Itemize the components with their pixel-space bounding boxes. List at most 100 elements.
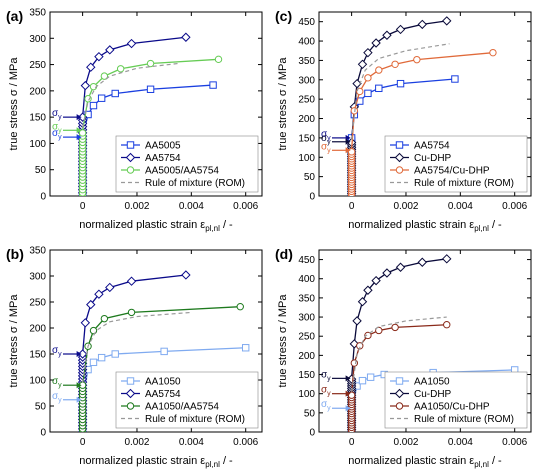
series-line [350,78,455,138]
legend-label: AA5754 [414,141,450,152]
plot-area [77,32,223,196]
y-tick-label: 200 [298,114,315,125]
data-point [89,101,98,110]
legend-label: AA1050/Cu-DHP [414,402,490,413]
y-tick-label: 0 [40,192,46,203]
series-rule-of-mixture-rom [351,43,450,140]
data-point [97,353,106,362]
legend-label: AA1050/AA5754 [145,402,219,413]
data-point [126,38,137,49]
data-point [371,38,381,48]
sigma-y-marker: σy [52,121,82,134]
plot-area [346,16,497,196]
sigma-y-arrow-head [76,382,82,389]
data-point [214,55,223,64]
panel-label: (b) [6,246,24,262]
series-line [351,43,450,140]
series-rule-of-mixture-rom [82,311,192,383]
y-tick-label: 150 [298,370,315,381]
y-tick-label: 300 [298,75,315,86]
y-tick-label: 350 [29,8,46,19]
sigma-y-marker: σy [52,376,82,389]
data-point [364,89,372,98]
series-line [350,52,494,151]
legend-item: AA1050 [390,377,450,388]
data-point [417,19,427,30]
y-tick-label: 250 [29,60,46,71]
plot-area [346,254,519,432]
legend-item: AA5754 [121,388,181,400]
sigma-y-marker: σy [52,108,82,121]
data-point [395,24,406,35]
sigma-y-label: σy [321,385,331,398]
y-tick-label: 0 [309,192,315,203]
x-tick-label: 0.002 [124,437,149,448]
x-tick-label: 0 [80,201,86,212]
y-axis-label: true stress σ / MPa [8,57,20,151]
x-axis-label: normalized plastic strain εpl,nl / - [348,455,502,469]
elastic-marker [78,129,87,137]
data-point [80,318,91,328]
y-tick-label: 250 [298,332,315,343]
data-point [105,45,115,55]
y-tick-label: 400 [298,37,315,48]
legend-swatch-marker [394,388,405,399]
series-line [350,20,447,142]
series-line [82,62,178,128]
sigma-y-marker: σy [321,133,351,146]
legend-swatch-marker [126,402,135,410]
data-point [160,347,168,356]
legend-label: Rule of mixture (ROM) [145,178,245,189]
sigma-y-arrow-head [345,375,351,382]
y-axis-label: true stress σ / MPa [277,294,289,388]
y-tick-label: 300 [29,34,46,45]
data-point [451,75,459,83]
x-tick-label: 0.004 [448,437,473,448]
legend-item: AA1050 [121,377,181,388]
sigma-y-arrow-head [76,114,82,121]
panel-label: (d) [275,246,293,262]
legend-item: Cu-DHP [390,388,452,400]
data-point [127,308,136,317]
data-point [111,89,119,98]
y-tick-label: 150 [29,350,46,361]
y-tick-label: 400 [298,274,315,285]
sigma-y-label: σy [52,128,62,141]
y-tick-label: 150 [29,113,46,124]
y-tick-label: 450 [298,17,315,28]
sigma-y-label: σy [321,399,331,412]
series-aa1050-cu-dhp [347,321,451,432]
sigma-y-arrow-head [76,396,82,403]
sigma-y-label: σy [321,141,331,154]
sigma-y-label: σy [52,121,62,134]
sigma-y-arrow-head [76,351,82,357]
x-tick-label: 0 [349,437,355,448]
data-point [100,314,109,323]
data-point [382,30,392,40]
sigma-y-marker: σy [321,141,351,154]
legend-item: AA5005/AA5754 [121,166,219,177]
data-point [94,51,104,62]
data-point [100,72,109,80]
y-axis-label: true stress σ / MPa [277,57,289,151]
panel-d: (d) 0 50 100 150 200 250 300 350 400 450 0 0.002 0.00… [275,246,532,469]
y-tick-label: 50 [35,165,47,176]
y-tick-label: 450 [298,255,315,266]
data-point [364,331,372,340]
legend-item: AA5005 [121,141,181,152]
data-point [84,95,92,103]
y-tick-label: 200 [29,324,46,335]
data-point [352,316,362,326]
data-point [391,60,399,68]
legend-item: Rule of mixture (ROM) [121,414,245,425]
legend-label: AA5754 [145,153,181,164]
legend-swatch-marker [125,152,136,163]
legend-swatch-marker [395,377,404,385]
series-line [81,36,186,118]
legend-label: AA5005 [145,141,181,152]
sigma-y-label: σy [52,376,62,389]
legend-swatch-marker [126,141,135,149]
